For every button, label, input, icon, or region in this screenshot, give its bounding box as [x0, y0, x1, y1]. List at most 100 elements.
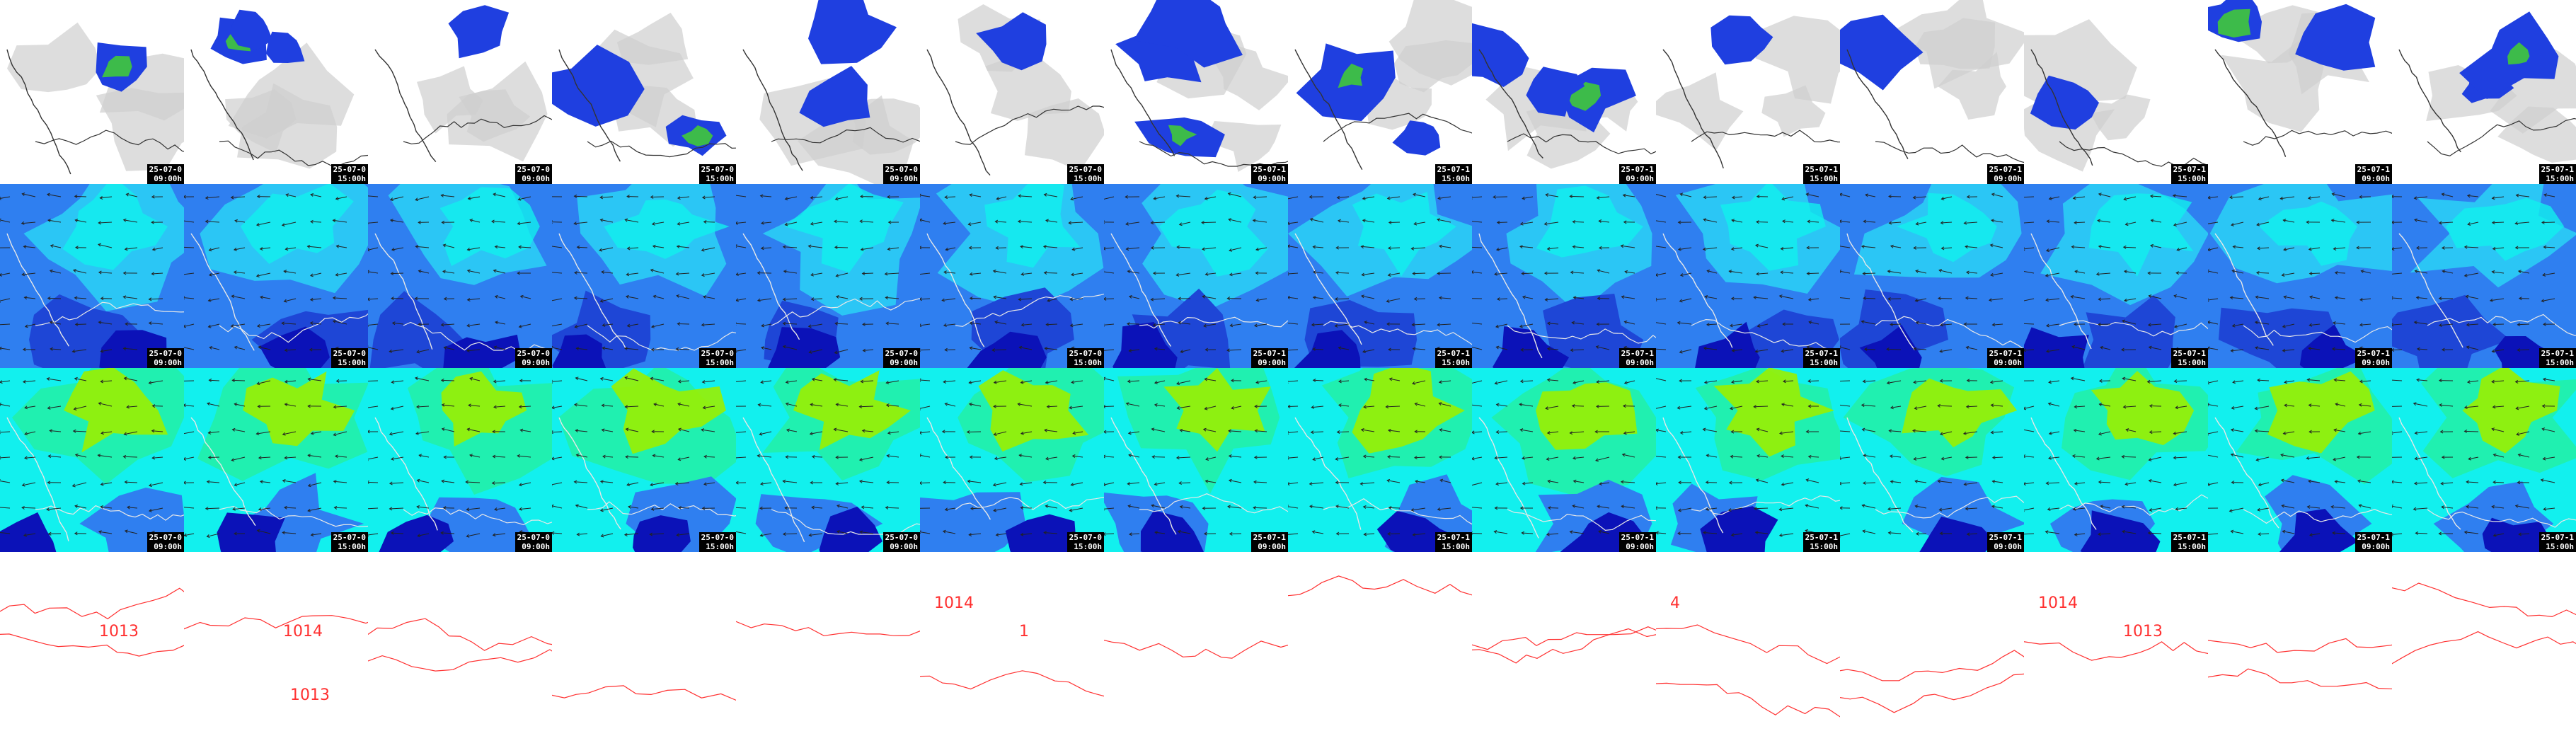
wind-arrow: [701, 323, 715, 327]
wind-arrow: [2306, 505, 2321, 509]
wind-arrow: [2439, 403, 2454, 407]
wind-arrow: [1805, 478, 1819, 483]
wind-arrow: [1068, 221, 1083, 225]
wind-arrow: [309, 321, 322, 326]
wind-arrow: [1862, 529, 1876, 534]
wind-arrow: [1228, 454, 1242, 458]
wind-arrow: [1596, 195, 1610, 200]
wind-arrow: [2466, 345, 2479, 350]
timestamp-date: 25-07-0: [333, 165, 366, 174]
wind-arrow: [1288, 349, 1299, 351]
coastline: [955, 105, 1104, 145]
wind-arrow: [2463, 429, 2479, 433]
wind-arrow: [552, 406, 563, 410]
coastline: [6, 233, 69, 347]
map-field: [2208, 552, 2392, 736]
wind-arrow: [1706, 323, 1718, 327]
wind-arrow: [2541, 427, 2555, 432]
wind-arrow: [1940, 196, 1953, 201]
map-field: [736, 0, 920, 184]
map-field: [368, 184, 552, 368]
wind-arrow: [835, 481, 849, 485]
wind-arrow: [1781, 196, 1794, 201]
wind-arrow: [493, 345, 506, 350]
coastline: [2059, 320, 2208, 337]
wind-arrow: [148, 482, 163, 488]
wind-arrow: [1623, 431, 1635, 435]
wind-arrow: [1362, 219, 1375, 223]
wind-arrow: [23, 533, 36, 537]
wind-arrow: [234, 345, 246, 350]
map-field: [184, 0, 368, 184]
wind-arrow: [552, 430, 563, 435]
wind-arrow: [2024, 507, 2035, 512]
humidity-band: [2088, 193, 2194, 277]
wind-arrow: [966, 430, 982, 434]
wind-arrow: [2392, 456, 2403, 458]
wind-arrow: [2229, 296, 2244, 300]
isobar-line: [2208, 638, 2392, 653]
wind-arrow: [1226, 297, 1242, 301]
cloud-shade: [2087, 94, 2151, 141]
wind-arrow: [22, 379, 36, 384]
pressure-contours-panel: 1014 1013: [184, 552, 368, 736]
wind-arrow: [0, 507, 11, 509]
coastline: [1294, 417, 1362, 530]
wind-arrow: [2024, 348, 2035, 352]
timestamp-date: 25-07-1: [2173, 165, 2206, 174]
wind-arrow: [809, 431, 823, 436]
wind-arrow: [184, 220, 195, 223]
wind-arrow: [834, 321, 849, 326]
timestamp-label: 25-07-0 09:00h: [882, 532, 920, 552]
wind-arrow: [920, 272, 931, 275]
wind-arrow: [1596, 404, 1610, 408]
wind-arrow: [2517, 481, 2530, 485]
humidity-band: [217, 512, 285, 552]
wind-arrow: [1204, 377, 1217, 381]
wind-arrow: [205, 196, 220, 200]
wind-arrow: [1990, 430, 2003, 435]
wind-arrow: [1861, 320, 1876, 325]
timestamp-label: 25-07-0 15:00h: [330, 348, 368, 368]
wind-arrow: [601, 270, 614, 274]
wind-arrow: [859, 219, 874, 224]
wind-arrow: [861, 429, 874, 433]
precipitation-panel: 25-07-0 15:00h: [552, 0, 736, 184]
wind-arrow: [1493, 530, 1508, 534]
wind-arrow: [74, 376, 87, 381]
wind-arrow: [1840, 506, 1851, 510]
wind-arrow: [335, 196, 347, 200]
wind-arrow: [2173, 379, 2187, 384]
wind-arrow: [100, 297, 113, 301]
isobar-line: [2392, 582, 2576, 618]
coastline: [742, 49, 803, 171]
wind-arrow: [1679, 272, 1692, 277]
wind-arrow: [2045, 272, 2060, 277]
rain-area: [1840, 14, 1924, 91]
humidity-band: [1536, 382, 1638, 450]
wind-arrow: [2414, 431, 2428, 435]
wind-arrow: [1677, 220, 1692, 224]
wind-arrow: [1154, 403, 1166, 407]
wind-arrow: [1963, 482, 1978, 486]
wind-arrow: [335, 244, 347, 248]
wind-arrow: [1288, 456, 1299, 460]
wind-arrow: [184, 347, 195, 350]
wind-arrow: [836, 504, 849, 509]
timestamp-time: 09:00h: [1258, 542, 1286, 551]
wind-arrow: [1704, 295, 1718, 299]
wind-arrow: [2255, 456, 2270, 461]
isobar-line: [920, 670, 1104, 697]
wind-arrow: [2123, 270, 2137, 274]
mid-level-humidity-panel: 25-07-0 09:00h: [0, 368, 184, 552]
wind-arrow: [1597, 297, 1610, 301]
wind-arrow: [601, 428, 614, 432]
wind-arrow: [2173, 431, 2187, 435]
wind-arrow: [334, 454, 347, 459]
wind-arrow: [1495, 403, 1508, 407]
wind-arrow: [1656, 428, 1667, 432]
wind-arrow: [601, 403, 614, 408]
wind-arrow: [284, 247, 297, 251]
wind-arrow: [123, 431, 138, 436]
coastline: [1875, 316, 2024, 350]
